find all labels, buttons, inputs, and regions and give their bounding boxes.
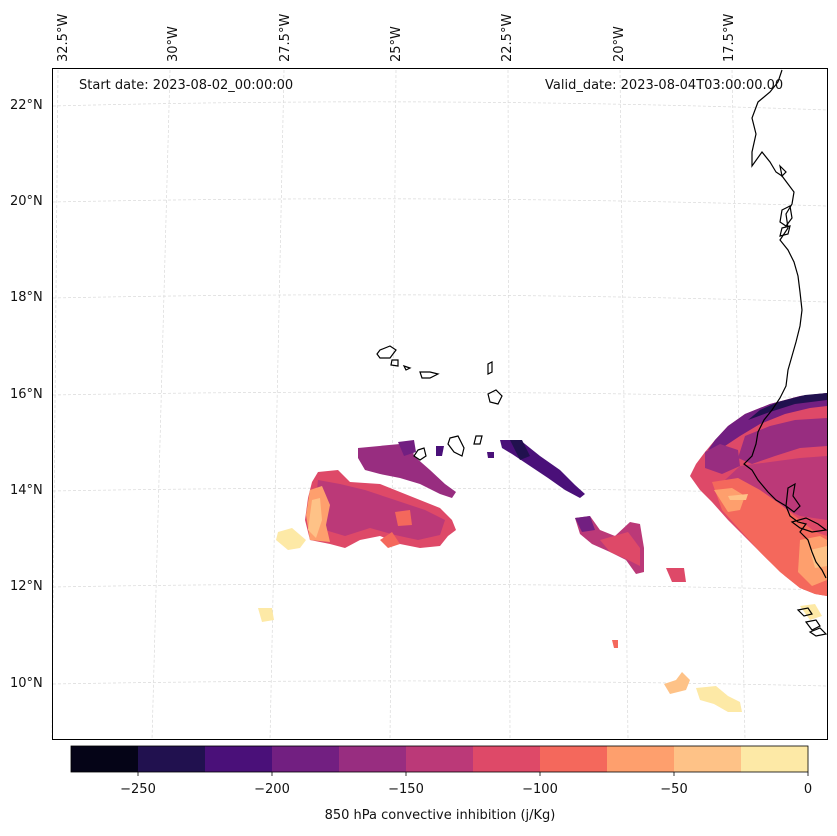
colorbar-bin — [272, 746, 340, 772]
colorbar-tick-label: −100 — [522, 782, 558, 797]
colorbar-bin — [406, 746, 474, 772]
colorbar-bin — [71, 746, 139, 772]
colorbar-bin — [205, 746, 273, 772]
colorbar-tick-label: −200 — [254, 782, 290, 797]
colorbar-title: 850 hPa convective inhibition (j/Kg) — [324, 808, 556, 823]
colorbar-bin — [741, 746, 809, 772]
colorbar-tick-label: 0 — [803, 782, 813, 797]
colorbar-tick-label: −250 — [120, 782, 156, 797]
colorbar — [70, 745, 809, 776]
lat-label: 16°N — [10, 387, 43, 402]
lat-label: 20°N — [10, 194, 43, 209]
lon-label: 17.5°W — [722, 13, 737, 62]
cape-verde-island — [376, 345, 397, 359]
graticule — [51, 69, 828, 741]
cin-contours — [258, 393, 827, 712]
lat-label: 12°N — [10, 579, 43, 594]
lon-label: 30°W — [166, 26, 181, 62]
start-date: Start date: 2023-08-02_00:00:00 — [79, 78, 294, 93]
colorbar-bin — [339, 746, 407, 772]
lat-label: 10°N — [10, 676, 43, 691]
valid-date: Valid_date: 2023-08-04T03:00:00.00 — [545, 78, 784, 93]
lat-label: 14°N — [10, 483, 43, 498]
africa-coastline — [743, 69, 827, 579]
colorbar-bin — [540, 746, 608, 772]
colorbar-tick-label: −50 — [660, 782, 688, 797]
lon-label: 32.5°W — [56, 13, 71, 62]
lon-label: 25°W — [389, 26, 404, 62]
colorbar-bin — [473, 746, 541, 772]
lon-label: 27.5°W — [278, 13, 293, 62]
lat-label: 22°N — [10, 98, 43, 113]
colorbar-bin — [607, 746, 675, 772]
coastlines — [376, 69, 828, 637]
lat-label: 18°N — [10, 290, 43, 305]
colorbar-tick-label: −150 — [388, 782, 424, 797]
lon-label: 20°W — [612, 26, 627, 62]
colorbar-bin — [138, 746, 206, 772]
map-frame — [52, 68, 828, 740]
colorbar-frame — [70, 745, 809, 773]
cin-patch-center — [500, 440, 585, 498]
colorbar-bin — [674, 746, 742, 772]
lon-label: 22.5°W — [500, 13, 515, 62]
